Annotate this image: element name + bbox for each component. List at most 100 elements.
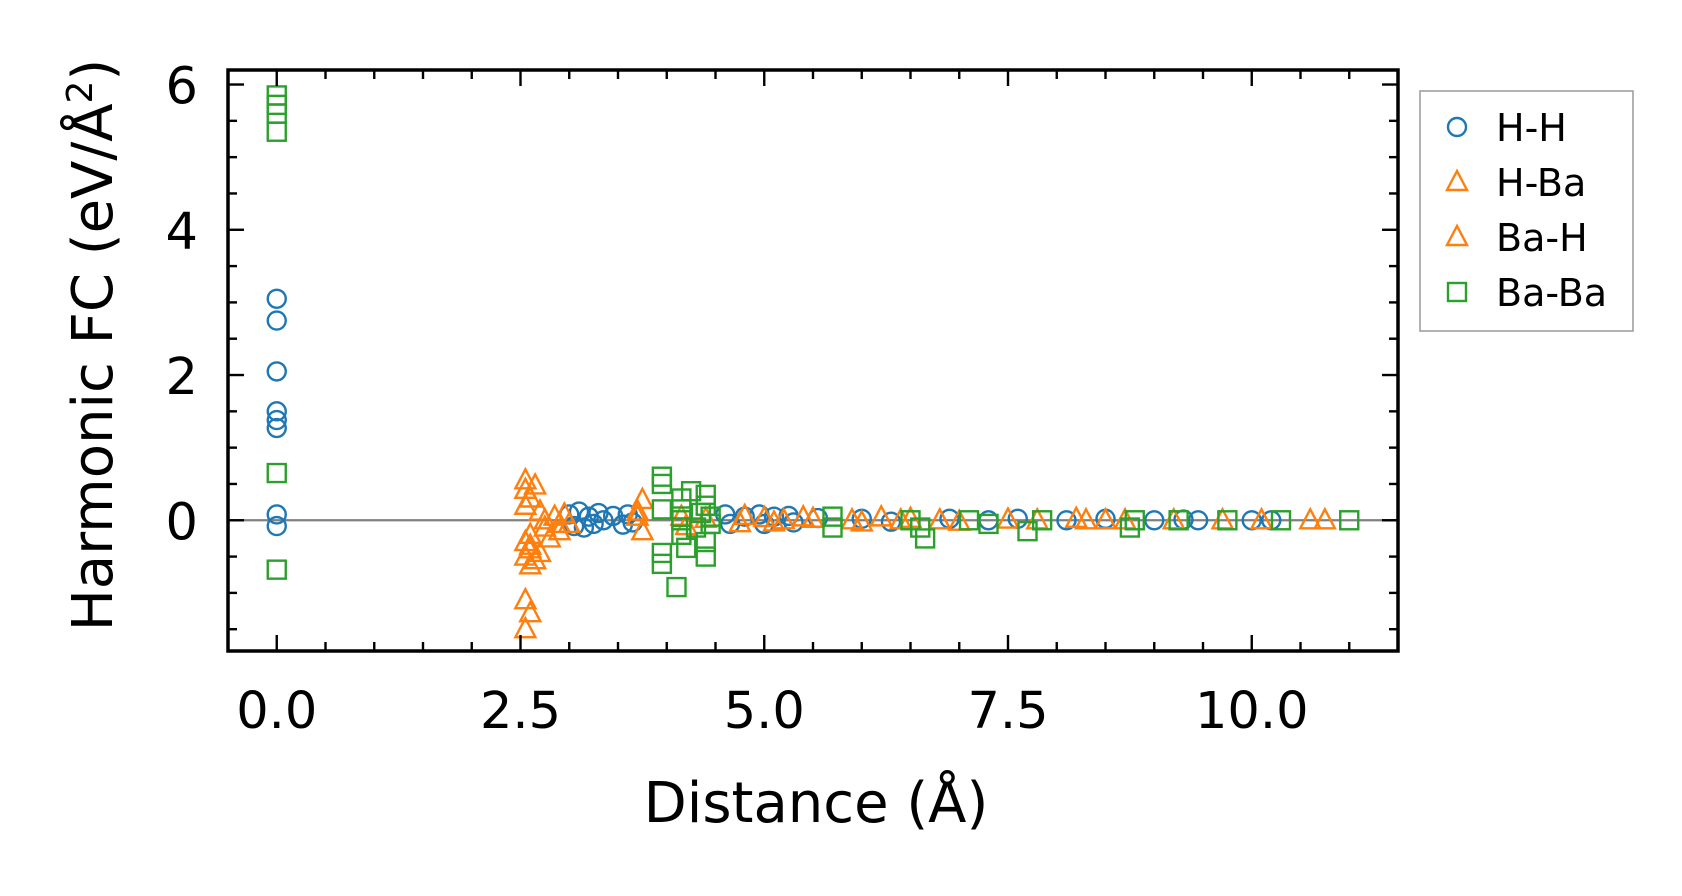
legend-marker-h-h (1446, 116, 1468, 138)
point-ba-ba-20 (695, 484, 716, 506)
series-h-ba (513, 466, 1118, 639)
point-ba-h-2 (528, 539, 552, 563)
point-ba-ba-4 (266, 462, 287, 484)
legend-item-h-h: H-H (1446, 106, 1567, 150)
point-h-h-3 (266, 401, 287, 422)
point-h-ba-12 (513, 615, 538, 639)
point-h-ba-31 (869, 503, 894, 527)
point-h-ba-15 (537, 524, 562, 548)
point-ba-ba-38 (1217, 510, 1238, 531)
point-ba-h-9 (849, 508, 874, 532)
legend-item-h-ba: H-Ba (1445, 161, 1586, 205)
point-h-h-22 (734, 506, 755, 527)
point-h-h-27 (783, 512, 804, 533)
axes: 0.0 2.5 5.0 7.5 10.0 0 2 4 6 (166, 58, 1400, 741)
point-ba-h-1 (518, 532, 543, 555)
point-h-ba-11 (518, 599, 543, 623)
point-ba-h-17 (1249, 506, 1274, 530)
point-ba-ba-3 (266, 121, 287, 142)
legend-item-ba-ba: Ba-Ba (1446, 271, 1607, 315)
point-ba-ba-29 (910, 517, 931, 538)
point-ba-ba-31 (958, 510, 980, 531)
legend-frame (1419, 90, 1634, 332)
point-h-h-38 (1187, 510, 1209, 531)
point-ba-ba-30 (914, 528, 936, 549)
point-ba-ba-35 (1119, 517, 1141, 538)
legend-marker-ba-ba (1446, 281, 1468, 303)
x-tick-label: 0.0 (236, 682, 317, 741)
point-ba-h-0 (523, 471, 548, 495)
point-ba-ba-27 (822, 517, 843, 538)
point-ba-h-5 (625, 503, 650, 526)
point-ba-ba-17 (680, 481, 702, 502)
point-h-h-13 (583, 513, 604, 535)
point-ba-ba-39 (1270, 510, 1292, 531)
axes-frame (226, 68, 1400, 653)
point-h-ba-9 (518, 551, 543, 575)
series-ba-ba (266, 85, 1360, 598)
point-ba-ba-6 (651, 466, 673, 487)
y-axis-label-main: Harmonic FC (eV/Å (60, 103, 126, 631)
y-tick-label: 6 (166, 58, 198, 117)
y-axis-label-close: ) (61, 59, 126, 81)
point-h-h-2 (266, 361, 287, 382)
point-ba-ba-32 (978, 513, 999, 535)
x-tick-label: 5.0 (724, 682, 805, 741)
x-tick-label: 10.0 (1195, 682, 1309, 741)
point-ba-ba-36 (1124, 510, 1145, 531)
point-ba-h-4 (547, 510, 572, 534)
y-tick-label: 2 (166, 348, 198, 407)
legend: H-H H-Ba Ba-H Ba-Ba (1419, 90, 1634, 332)
legend-marker-ba-h (1445, 223, 1469, 247)
point-ba-h-6 (727, 509, 752, 533)
x-tick-label: 2.5 (480, 682, 561, 741)
legend-label-h-h: H-H (1496, 106, 1567, 150)
point-ba-h-8 (791, 503, 816, 527)
point-ba-ba-11 (666, 576, 687, 598)
point-h-ba-21 (625, 497, 650, 521)
point-h-h-30 (880, 511, 902, 532)
point-ba-h-3 (532, 506, 557, 530)
point-h-h-36 (1144, 510, 1165, 531)
point-h-h-5 (266, 417, 287, 439)
legend-label-ba-h: Ba-H (1496, 216, 1588, 260)
point-ba-ba-14 (671, 510, 692, 531)
point-ba-h-13 (1074, 506, 1098, 530)
point-ba-ba-8 (651, 499, 673, 520)
point-ba-ba-26 (822, 506, 843, 527)
point-ba-h-19 (1312, 506, 1337, 530)
point-ba-ba-7 (651, 473, 673, 495)
point-ba-ba-10 (651, 553, 673, 575)
y-axis-label-superscript: 2 (60, 81, 101, 104)
point-h-ba-3 (513, 492, 538, 515)
point-ba-h-18 (1298, 506, 1323, 530)
point-h-h-0 (266, 288, 287, 309)
point-ba-ba-15 (671, 524, 692, 545)
x-tick-label: 7.5 (967, 682, 1048, 741)
point-h-h-15 (593, 510, 614, 531)
legend-item-ba-h: Ba-H (1445, 216, 1588, 260)
legend-items: H-H H-Ba Ba-H Ba-Ba (1445, 106, 1607, 315)
point-h-h-6 (266, 504, 287, 525)
series-h-h (266, 288, 1282, 538)
point-ba-h-7 (762, 508, 786, 532)
plot-area (228, 85, 1398, 639)
point-ba-ba-16 (676, 537, 697, 559)
legend-marker-h-ba (1445, 168, 1469, 192)
x-axis-label: Distance (Å) (644, 770, 989, 836)
y-axis-label: Harmonic FC (eV/Å2) (60, 59, 126, 632)
point-h-h-34 (1056, 510, 1077, 531)
point-ba-ba-23 (695, 546, 716, 567)
point-h-ba-0 (513, 466, 538, 490)
legend-label-h-ba: H-Ba (1496, 161, 1586, 205)
point-h-ba-10 (513, 586, 538, 610)
data-layer (228, 85, 1398, 639)
point-ba-ba-9 (651, 542, 673, 564)
point-h-h-11 (573, 517, 595, 538)
point-h-ba-34 (996, 505, 1020, 529)
point-ba-ba-25 (700, 513, 721, 535)
point-h-ba-22 (630, 517, 655, 541)
point-ba-ba-34 (1031, 510, 1053, 531)
point-h-h-1 (266, 310, 287, 331)
